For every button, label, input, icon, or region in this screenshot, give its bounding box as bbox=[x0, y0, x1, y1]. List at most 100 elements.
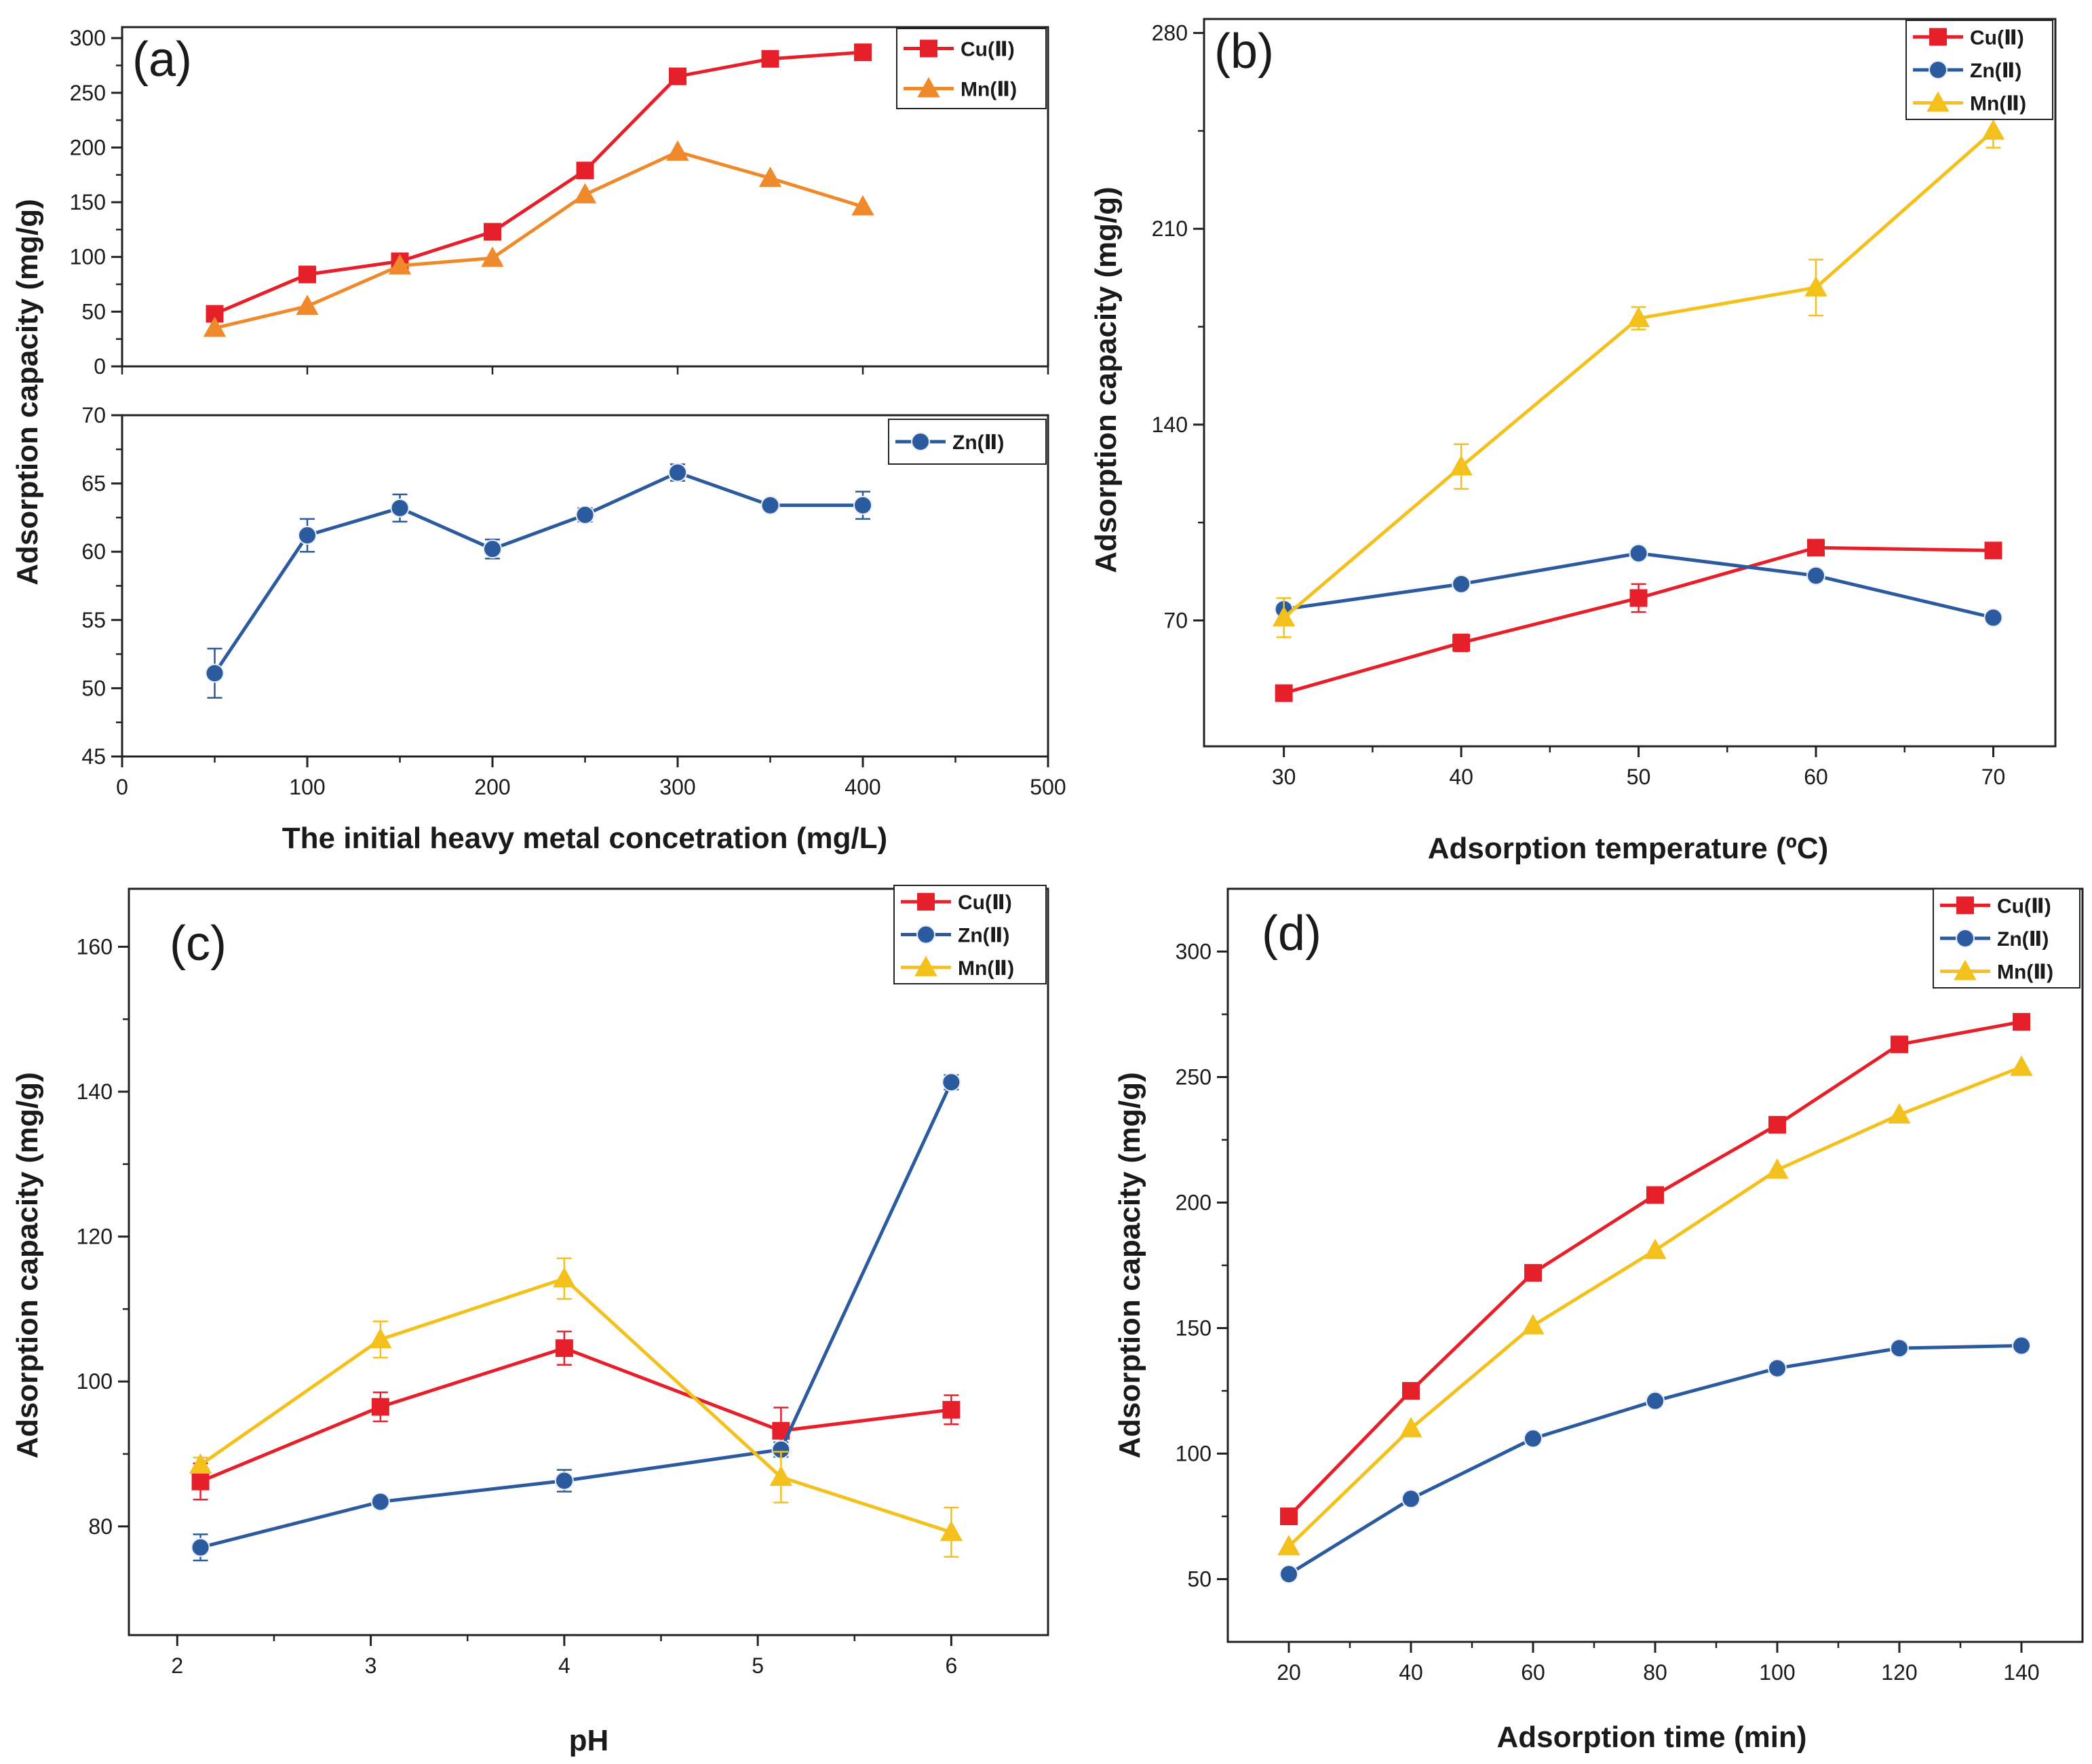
y-tick-label: 70 bbox=[1163, 608, 1188, 632]
y-tick-label: 140 bbox=[77, 1079, 113, 1104]
x-tick-label: 60 bbox=[1804, 765, 1828, 789]
y-tick-label: 100 bbox=[70, 245, 106, 269]
y-tick-label: 120 bbox=[77, 1225, 113, 1249]
x-tick-label: 100 bbox=[289, 775, 325, 799]
legend: Cu(Ⅱ) Zn(Ⅱ) Mn(Ⅱ) bbox=[1905, 20, 2053, 120]
x-tick-label: 120 bbox=[1881, 1660, 1917, 1685]
y-tick-label: 200 bbox=[70, 135, 106, 159]
x-tick-label: 140 bbox=[2003, 1660, 2039, 1685]
data-point bbox=[758, 166, 782, 187]
data-point bbox=[189, 1453, 212, 1474]
data-point bbox=[553, 1267, 576, 1288]
x-axis-label: pH bbox=[569, 1724, 609, 1757]
data-point bbox=[191, 1537, 210, 1557]
chart-a-top: 0 50 100 150 200 250 300 Adsorption capacity (m… bbox=[11, 26, 1049, 586]
data-point bbox=[298, 526, 317, 545]
y-tick-label: 150 bbox=[70, 190, 106, 214]
data-point bbox=[1452, 574, 1471, 594]
legend-entry: Mn(Ⅱ) bbox=[958, 957, 1014, 980]
x-tick-label: 70 bbox=[1981, 765, 2006, 789]
legend-marker bbox=[1956, 896, 1974, 915]
y-tick-label: 100 bbox=[77, 1369, 113, 1394]
x-axis-label: The initial heavy metal concetration (mg… bbox=[282, 822, 887, 855]
data-point bbox=[853, 495, 872, 515]
data-point bbox=[555, 1339, 573, 1358]
legend-entry: Cu(Ⅱ) bbox=[958, 891, 1012, 914]
x-tick-label: 4 bbox=[558, 1653, 570, 1678]
legend-entry: Zn(Ⅱ) bbox=[952, 432, 1004, 454]
x-tick-label: 6 bbox=[945, 1653, 957, 1678]
legend-marker bbox=[911, 432, 930, 451]
data-point bbox=[1280, 1508, 1298, 1525]
data-point bbox=[481, 246, 504, 267]
data-point bbox=[761, 50, 779, 68]
plot-frame bbox=[128, 887, 1049, 1636]
legend-entry: Cu(Ⅱ) bbox=[1997, 895, 2051, 917]
chart-b: 70 140 210 280 30 40 50 60 70 Adsorption temperat… bbox=[1089, 18, 2057, 865]
data-point bbox=[1524, 1429, 1543, 1449]
data-point bbox=[1766, 1158, 1789, 1179]
plot-frame bbox=[121, 414, 1049, 758]
panel-label: (c) bbox=[170, 917, 227, 971]
data-point bbox=[1272, 606, 1296, 627]
chart-c: 80 100 120 140 160 2 3 4 5 6 pH Adsorption capacity… bbox=[11, 885, 1049, 1757]
legend-entry: Cu(Ⅱ) bbox=[1970, 26, 2024, 49]
data-point bbox=[390, 498, 410, 518]
x-tick-label: 500 bbox=[1030, 775, 1066, 799]
data-point bbox=[1888, 1102, 1911, 1124]
series-line bbox=[1287, 1065, 2022, 1548]
x-axis-label: Adsorption time (min) bbox=[1496, 1721, 1806, 1754]
data-point bbox=[554, 1471, 574, 1491]
y-tick-label: 70 bbox=[81, 403, 106, 427]
y-axis-label: Adsorption capacity (mg/g) bbox=[1113, 1072, 1146, 1459]
y-tick-label: 45 bbox=[81, 744, 106, 769]
data-point bbox=[2010, 1055, 2033, 1076]
series-square bbox=[206, 43, 872, 323]
y-axis-label: Adsorption capacity (mg/g) bbox=[11, 1072, 44, 1459]
legend-marker bbox=[917, 77, 940, 98]
series-circle bbox=[1279, 1336, 2031, 1584]
x-tick-label: 30 bbox=[1272, 765, 1296, 789]
y-tick-label: 140 bbox=[1152, 413, 1188, 437]
data-point bbox=[1804, 275, 1827, 296]
series-square bbox=[1275, 539, 2002, 702]
x-tick-label: 80 bbox=[1643, 1660, 1667, 1685]
data-point bbox=[1806, 566, 1826, 586]
y-tick-label: 300 bbox=[70, 26, 106, 50]
series-circle bbox=[1274, 543, 2003, 628]
legend-marker bbox=[1929, 28, 1947, 46]
data-point bbox=[576, 161, 594, 180]
y-tick-label: 280 bbox=[1152, 21, 1188, 45]
x-axis-label: Adsorption temperature (ºC) bbox=[1428, 832, 1829, 865]
x-tick-label: 40 bbox=[1399, 1660, 1423, 1685]
legend-entry: Zn(Ⅱ) bbox=[1997, 928, 2049, 951]
data-point bbox=[191, 1472, 210, 1491]
data-point bbox=[1450, 455, 1473, 476]
y-tick-label: 100 bbox=[1176, 1442, 1212, 1466]
legend-marker bbox=[1929, 60, 1948, 79]
legend-entry: Zn(Ⅱ) bbox=[1970, 60, 2021, 82]
y-tick-label: 200 bbox=[1176, 1191, 1212, 1215]
data-point bbox=[388, 254, 412, 275]
y-tick-label: 60 bbox=[81, 539, 106, 564]
y-tick-label: 150 bbox=[1176, 1316, 1212, 1341]
series-circle bbox=[205, 463, 872, 699]
y-tick-label: 80 bbox=[88, 1514, 113, 1539]
data-point bbox=[296, 294, 319, 315]
series-line bbox=[213, 471, 863, 674]
series-line bbox=[1287, 1343, 2022, 1576]
series-line bbox=[214, 150, 864, 330]
x-tick-label: 100 bbox=[1759, 1660, 1795, 1685]
series-square bbox=[191, 1330, 961, 1501]
legend-marker bbox=[917, 893, 935, 911]
series-line bbox=[1283, 545, 1994, 695]
legend-entry: Cu(Ⅱ) bbox=[961, 39, 1015, 61]
legend: Cu(Ⅱ) Zn(Ⅱ) Mn(Ⅱ) bbox=[1933, 888, 2080, 989]
data-point bbox=[370, 1492, 390, 1512]
data-point bbox=[1401, 1489, 1420, 1509]
data-point bbox=[1807, 539, 1825, 557]
legend: Zn(Ⅱ) bbox=[888, 419, 1047, 465]
data-point bbox=[2012, 1336, 2031, 1356]
y-tick-label: 300 bbox=[1176, 940, 1212, 964]
